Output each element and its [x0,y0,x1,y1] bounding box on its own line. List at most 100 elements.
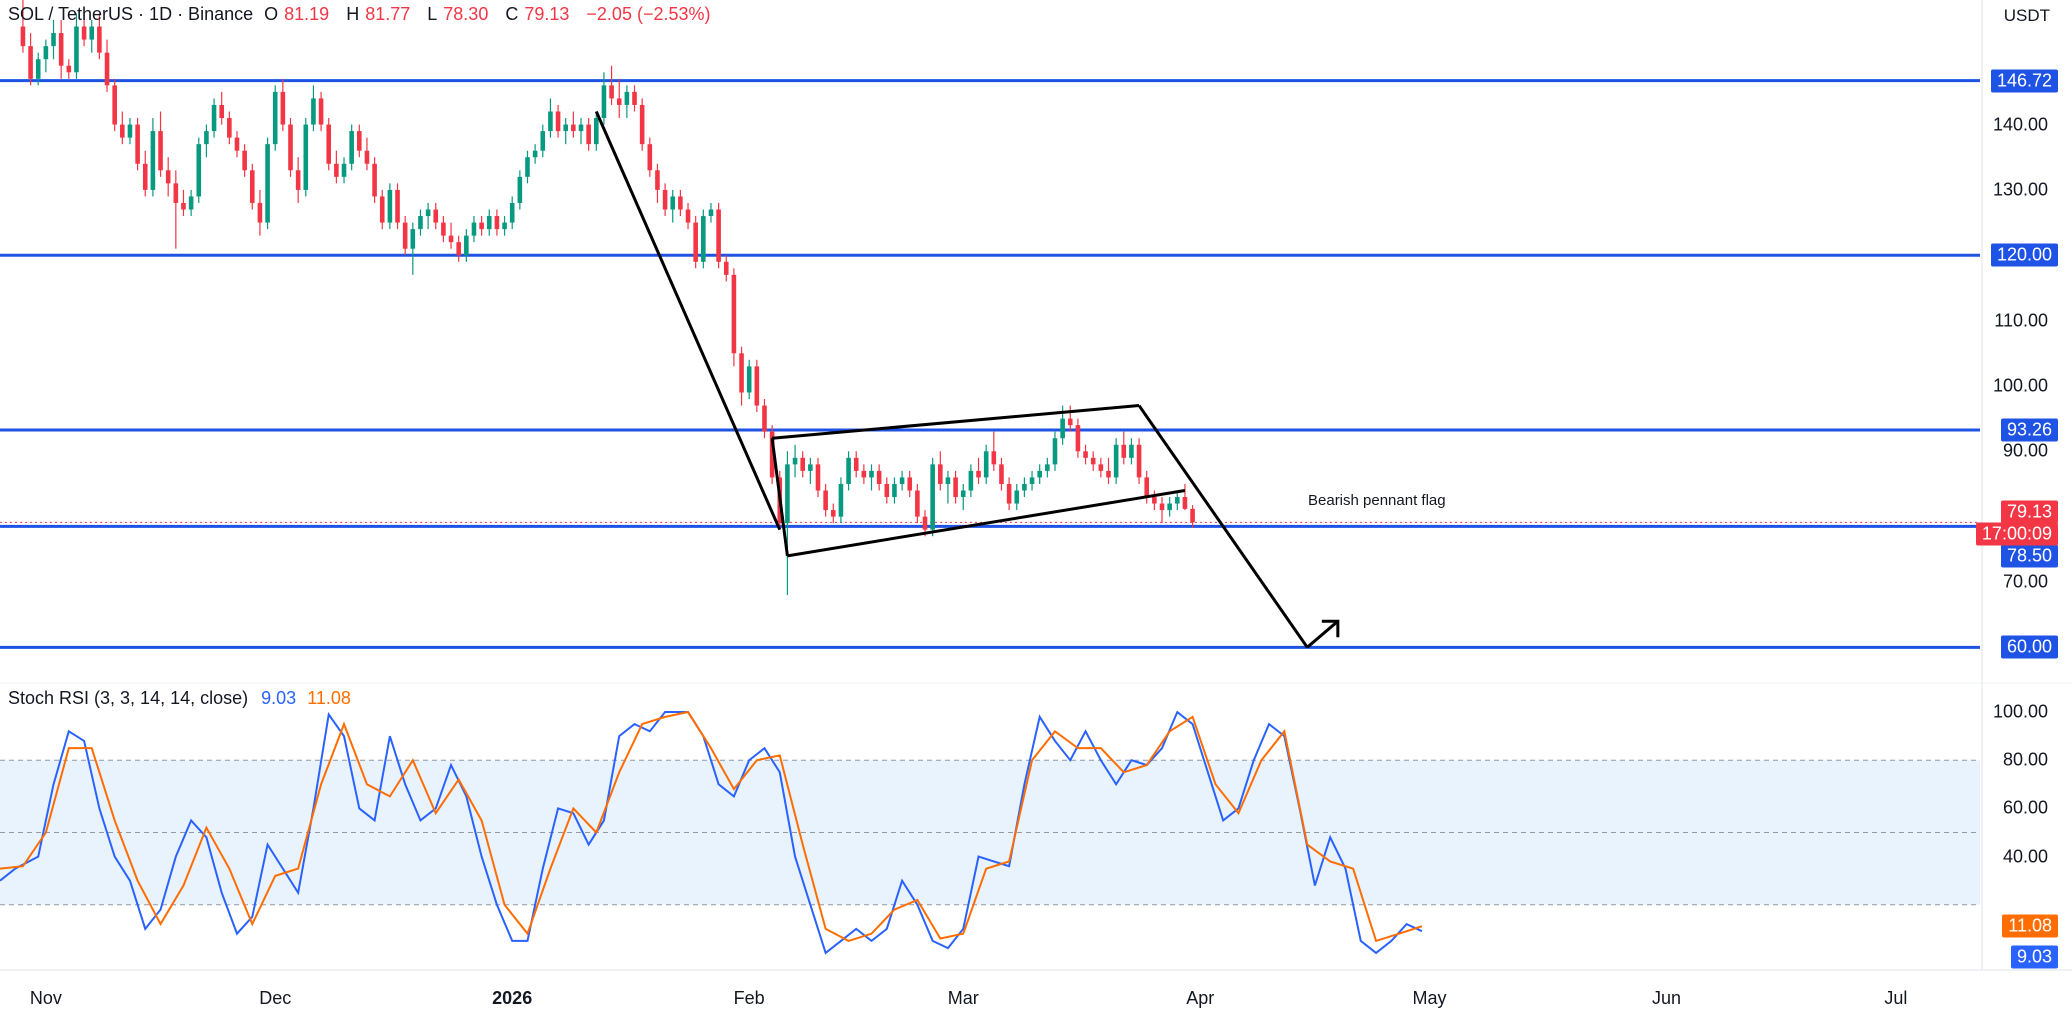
time-tick-label: Jul [1884,988,1908,1008]
candle [97,13,102,60]
candle-body [1029,477,1035,484]
currency-label[interactable]: USDT [2003,6,2050,25]
candle-body [922,516,928,530]
candle [1090,451,1096,471]
candle [892,477,897,504]
candle [395,183,400,230]
candle-body [104,52,110,86]
candle-body [97,26,102,53]
candle [219,91,224,125]
candle [1045,457,1050,478]
stoch-rsi-header[interactable]: Stoch RSI (3, 3, 14, 14, close) 9.03 11.… [8,688,351,709]
candle-body [479,222,484,230]
time-tick-label: Mar [947,988,979,1008]
candle-body [830,510,836,517]
candle-body [227,118,232,138]
candle-body [678,196,683,210]
candle-body [196,144,202,197]
time-tick-label: Dec [259,988,292,1008]
candles [20,0,1195,596]
candle [295,157,301,203]
candle-body [555,111,561,132]
candle [1144,470,1150,504]
candle [234,131,240,158]
candle-body [655,170,660,190]
candle-body [616,98,622,105]
candle [479,216,484,236]
candle-body [563,124,569,132]
candle-body [586,124,591,145]
candle [540,124,546,158]
candle-body [425,209,431,217]
candle [196,137,202,203]
candle [318,91,324,132]
candle-body [1167,503,1172,511]
candle-body [525,157,530,177]
grid [0,0,2072,971]
candle [960,483,966,511]
candle-body [1106,470,1111,478]
candle [158,111,163,177]
candle [464,229,469,262]
candle-body [792,457,798,465]
symbol-name[interactable]: SOL / TetherUS · 1D · Binance [8,4,254,24]
candle [1106,457,1111,484]
candle-body [211,104,217,132]
candle [930,457,935,537]
candle [662,183,668,217]
candle-body [815,464,821,491]
candle-body [349,131,354,164]
candle [632,85,637,112]
candle [532,144,538,164]
candle-body [785,464,790,524]
candle [181,189,186,217]
symbol-header[interactable]: SOL / TetherUS · 1D · Binance O 81.19 H 81… [8,4,717,25]
candle [746,359,752,400]
candle-body [188,196,194,210]
candle-body [915,490,920,517]
price-tick-label: 110.00 [1994,310,2048,331]
candle [173,170,179,249]
candle [815,457,821,498]
candle [716,202,721,269]
candle [142,150,148,197]
candle [876,464,882,491]
candle-body [578,124,584,132]
candle-body [739,353,744,393]
candle [349,124,354,171]
candle [647,137,653,177]
candle-body [150,131,156,190]
candle-body [448,235,454,243]
flag-left-edge [770,438,789,557]
candle [1121,431,1127,465]
stoch-d-line [0,710,1423,943]
candle-body [1129,444,1134,458]
candle [418,209,423,236]
candle [51,20,56,60]
candle-body [762,405,767,432]
candle [1052,431,1058,471]
candle [425,202,431,230]
candle-body [548,111,553,132]
candle-body [1045,464,1050,471]
candle [991,431,997,471]
candle-body [938,464,943,484]
candle-body [357,131,362,151]
candle [861,464,867,484]
candle [1022,477,1027,498]
candle [708,202,714,223]
time-tick-label: Apr [1186,988,1215,1008]
stoch-tick-label: 80.00 [2002,749,2048,770]
candle-body [135,124,140,164]
candle-body [639,104,645,145]
candle-body [89,26,95,40]
high-value: H 81.77 [346,4,411,24]
candle [785,451,790,596]
candle-body [509,202,515,223]
candle-body [731,274,737,354]
candle-body [647,144,653,171]
low-value: L 78.30 [427,4,489,24]
level-price-badge: 93.26 [2000,418,2058,442]
candle-body [746,366,752,393]
